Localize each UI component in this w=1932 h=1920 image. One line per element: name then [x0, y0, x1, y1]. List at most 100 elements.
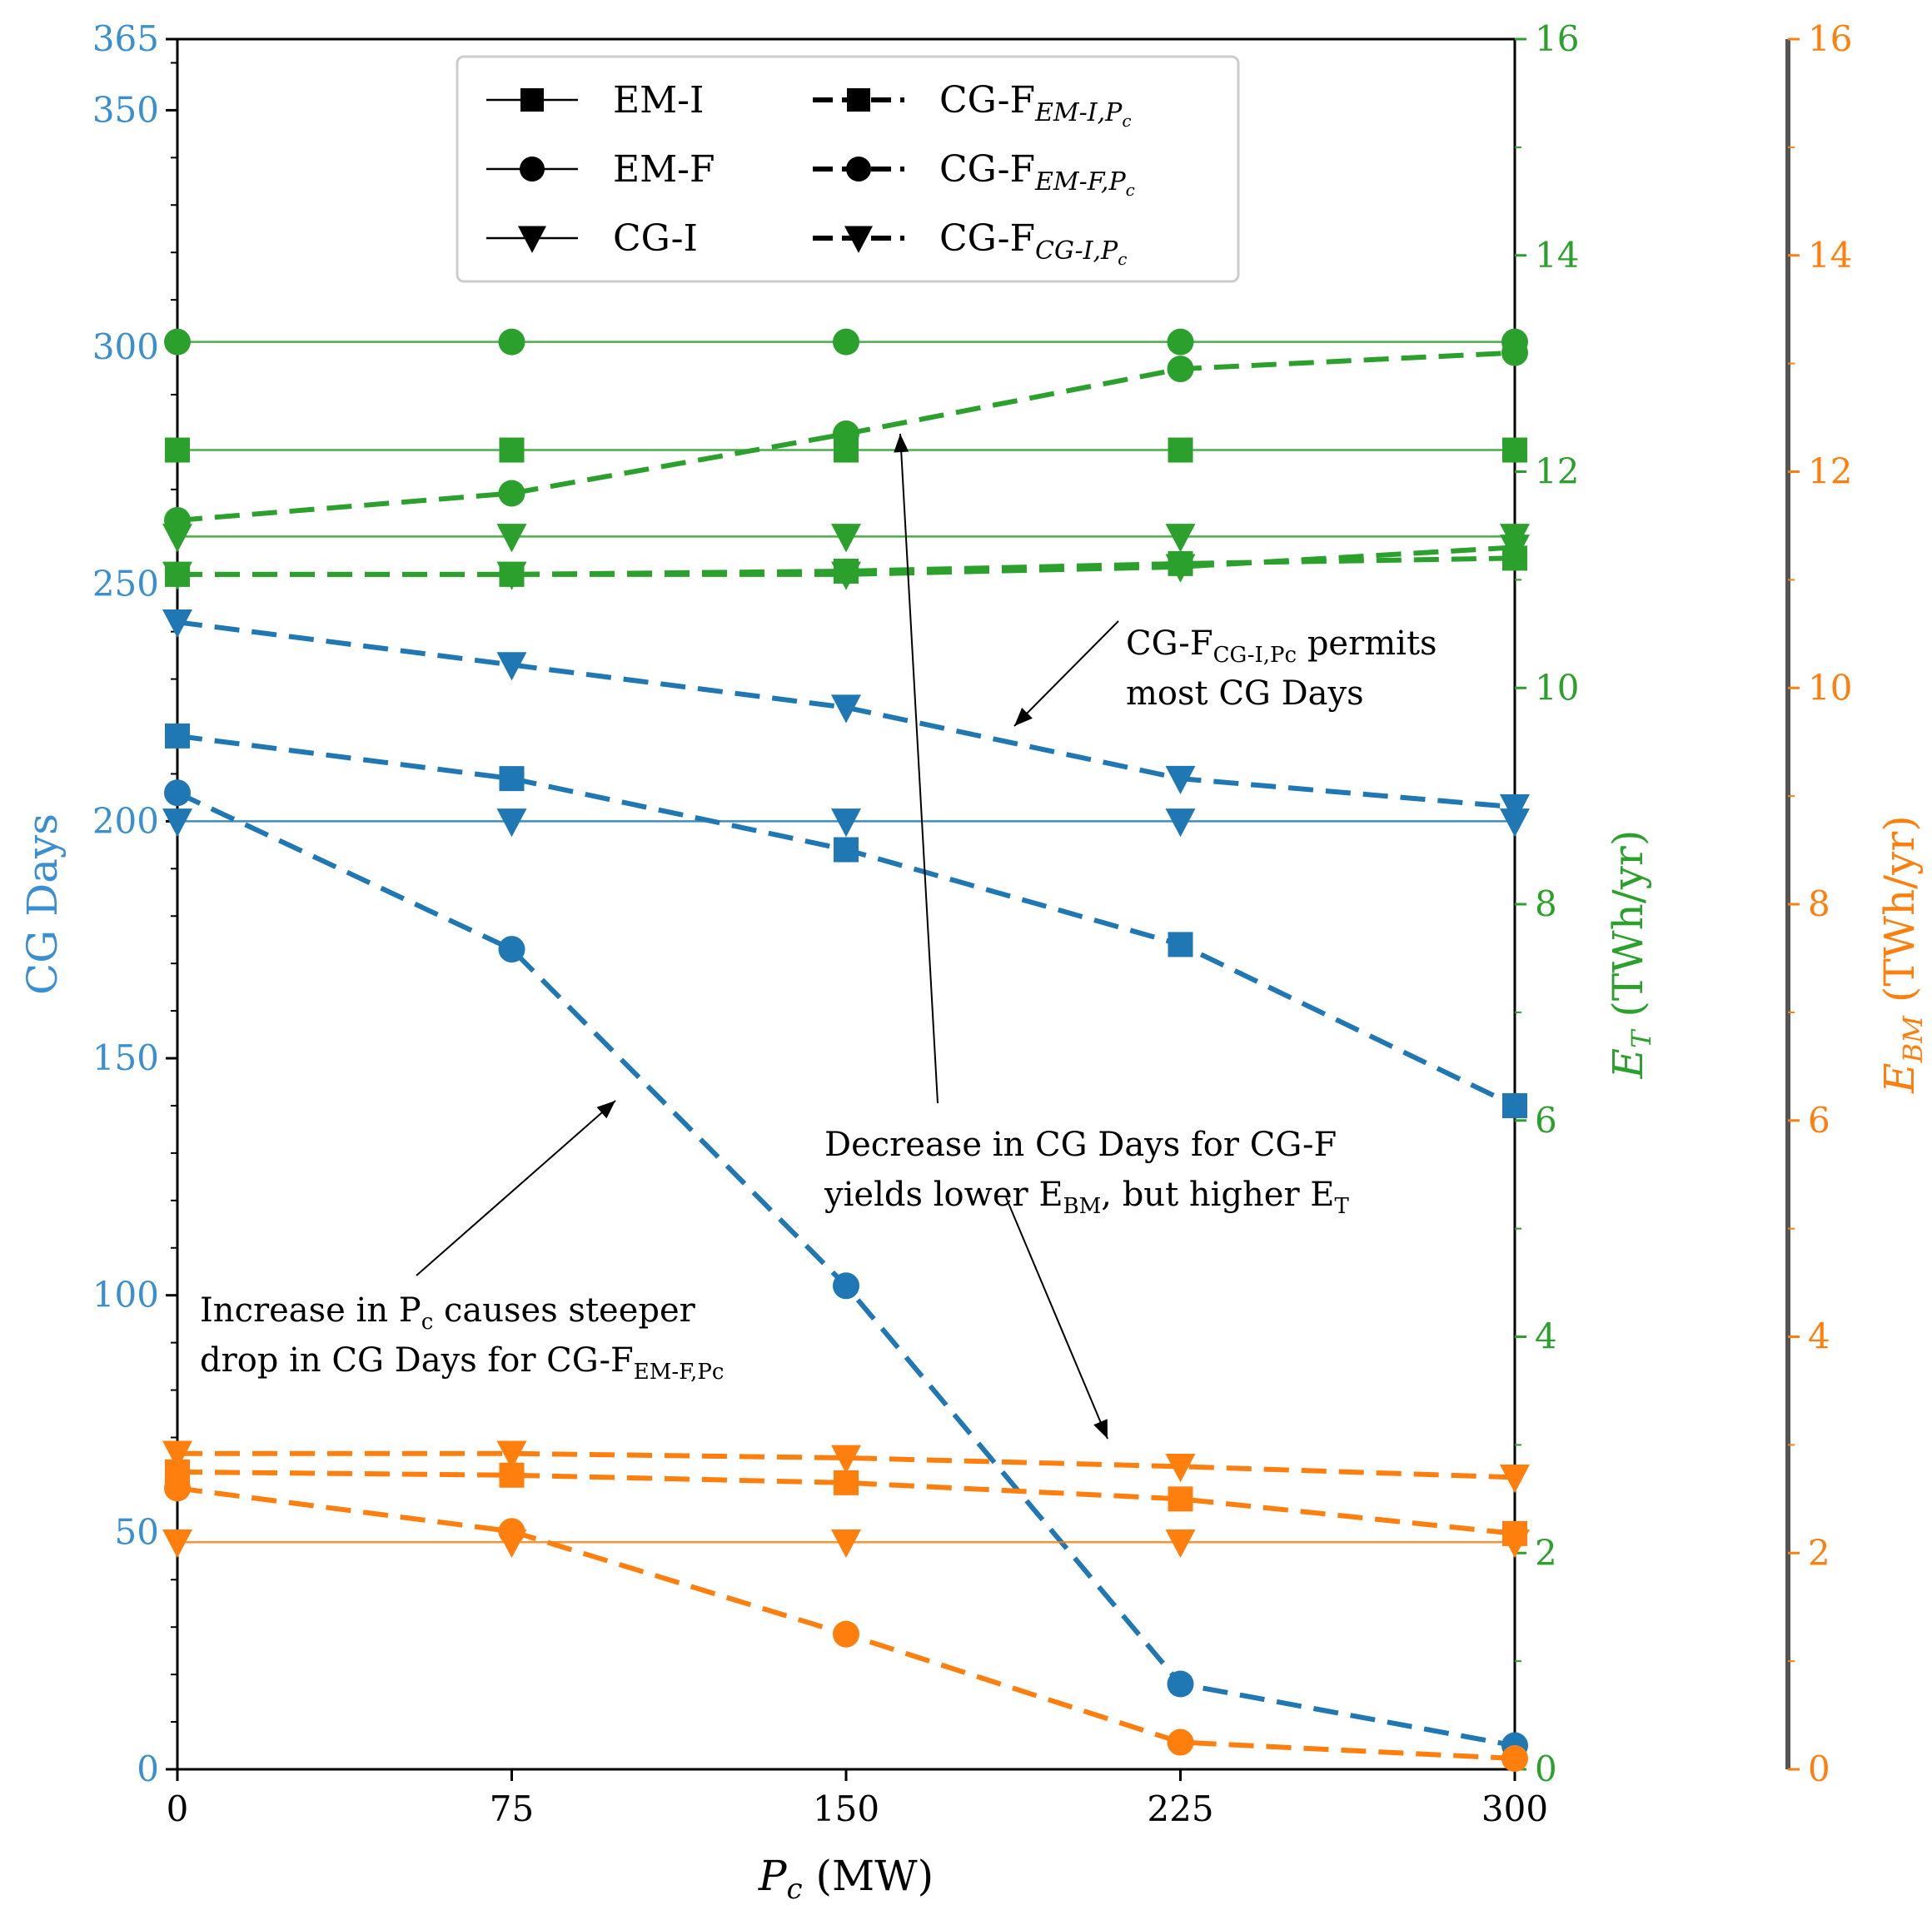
series-line	[176, 790, 1516, 1748]
left-y-tick-label: 300	[92, 326, 159, 367]
right1-y-axis-label-unit: (TWh/yr)	[1604, 830, 1652, 1031]
right1-y-axis-label: ET (TWh/yr)	[1604, 830, 1657, 1080]
data-point-circle	[1501, 1745, 1528, 1773]
left-y-tick-label: 250	[92, 564, 159, 604]
data-point-square	[165, 437, 190, 463]
annotation-arrow	[1013, 620, 1119, 727]
annotation-arrow-head	[1093, 1419, 1108, 1439]
annotation-arrow-head	[596, 1101, 615, 1119]
legend-label-sub-subscript: c	[1126, 180, 1135, 200]
data-point-triangle	[831, 694, 861, 724]
data-point-triangle	[831, 561, 861, 590]
data-point-triangle	[496, 561, 527, 590]
x-axis-label-subscript: c	[787, 1873, 803, 1906]
x-tick-label: 300	[1481, 1788, 1548, 1829]
right1-y-tick-label: 8	[1535, 883, 1557, 924]
annotation-arrow	[1005, 1196, 1108, 1440]
annotation-arrow-head	[894, 434, 909, 453]
data-point-triangle	[1500, 535, 1530, 564]
data-point-triangle	[1165, 554, 1196, 583]
annotation-arrow-head	[1014, 708, 1033, 726]
legend-label-main: EM-F	[613, 148, 715, 191]
right1-y-tick-label: 12	[1535, 451, 1579, 492]
legend-label-main: CG-I	[613, 217, 698, 260]
legend-marker-square	[520, 88, 544, 112]
data-point-circle	[1167, 1728, 1194, 1756]
data-point-triangle	[1165, 1529, 1196, 1559]
right1-y-tick-label: 14	[1535, 235, 1579, 276]
annotation-segment: CG-F	[1126, 624, 1213, 663]
data-point-circle	[1501, 339, 1528, 366]
annotation-segment: causes steeper	[433, 1291, 695, 1330]
annotation-arrow	[416, 1100, 616, 1276]
annotation-segment: drop in CG Days for CG-F	[200, 1341, 634, 1380]
data-point-triangle	[496, 524, 527, 553]
right1-y-tick-label: 6	[1535, 1100, 1557, 1141]
data-point-square	[1168, 1486, 1193, 1512]
legend-label-main: CG-F	[939, 79, 1035, 122]
right1-y-tick-label: 16	[1535, 18, 1579, 59]
right1-y-tick-label: 10	[1535, 667, 1579, 708]
data-point-circle	[164, 779, 191, 807]
annotation-segment: most CG Days	[1126, 674, 1364, 713]
annotation-text-line: Decrease in CG Days for CG-F	[824, 1126, 1337, 1164]
data-point-triangle	[1500, 1465, 1530, 1494]
legend-label-subscript: CG-I,P	[1035, 236, 1118, 266]
series-triangle-solid-green	[162, 524, 1530, 553]
right2-y-axis-label-unit: (TWh/yr)	[1875, 815, 1924, 1016]
data-point-triangle	[1165, 808, 1196, 838]
annotation-subscript: BM	[1063, 1194, 1102, 1219]
legend-label-main: CG-F	[939, 148, 1035, 191]
annotation-segment: , but higher E	[1101, 1176, 1334, 1214]
right2-y-tick-label: 4	[1808, 1316, 1830, 1357]
legend-marker-circle	[520, 157, 545, 182]
x-tick-label: 150	[813, 1788, 879, 1829]
legend-label: CG-FEM-F,Pc	[939, 148, 1135, 200]
series-square-dashed-blue	[165, 723, 1527, 1118]
data-point-triangle	[162, 609, 192, 639]
left-y-tick-label: 200	[92, 800, 159, 841]
data-point-triangle	[1165, 1454, 1196, 1483]
left-y-tick-label: 150	[92, 1037, 159, 1078]
data-point-triangle	[831, 808, 861, 838]
legend-label: EM-I	[613, 79, 704, 122]
data-point-square	[1502, 437, 1527, 463]
data-point-triangle	[496, 1440, 527, 1470]
legend-marker-circle	[846, 157, 871, 182]
series-triangle-dashed-blue	[162, 609, 1530, 823]
legend-marker-triangle	[518, 226, 546, 253]
annotation-subscript: CG-I,Pc	[1213, 643, 1297, 668]
data-point-triangle	[1500, 793, 1530, 823]
legend-label-subscript: EM-F,P	[1034, 167, 1126, 196]
data-point-circle	[164, 1475, 191, 1502]
legend-marker-triangle	[844, 226, 873, 253]
series-circle-dashed-green	[164, 339, 1528, 534]
right2-y-axis-label-symbol: E	[1875, 1062, 1924, 1094]
right2-y-tick-label: 2	[1808, 1532, 1830, 1573]
annotation-text-line: CG-FCG-I,Pc permits	[1126, 624, 1437, 668]
annotation-text-line: Increase in Pc causes steeper	[200, 1291, 696, 1335]
data-point-triangle	[1165, 524, 1196, 553]
data-point-circle	[833, 328, 859, 356]
series-triangle-solid-orange	[162, 1529, 1530, 1559]
data-point-circle	[833, 1620, 859, 1648]
right1-y-tick-label: 2	[1535, 1532, 1557, 1573]
right2-y-axis-label: EBM (TWh/yr)	[1875, 815, 1929, 1094]
legend-label-main: EM-I	[613, 79, 704, 122]
data-point-circle	[498, 480, 525, 507]
annotation-subscript: EM-F,Pc	[634, 1360, 724, 1385]
data-point-circle	[164, 328, 191, 356]
annotation-segment: Increase in P	[200, 1291, 421, 1330]
data-point-circle	[498, 328, 525, 356]
data-point-square	[499, 437, 525, 463]
annotation-segment: Decrease in CG Days for CG-F	[824, 1126, 1337, 1164]
right2-y-tick-label: 12	[1808, 451, 1852, 492]
legend-label-sub-subscript: c	[1122, 111, 1131, 131]
right1-y-tick-label: 0	[1535, 1748, 1557, 1789]
data-point-triangle	[831, 524, 861, 553]
legend-label: CG-FEM-I,Pc	[939, 79, 1132, 131]
data-point-square	[1502, 1520, 1527, 1546]
right2-y-axis-label-subscript: BM	[1897, 1015, 1929, 1064]
